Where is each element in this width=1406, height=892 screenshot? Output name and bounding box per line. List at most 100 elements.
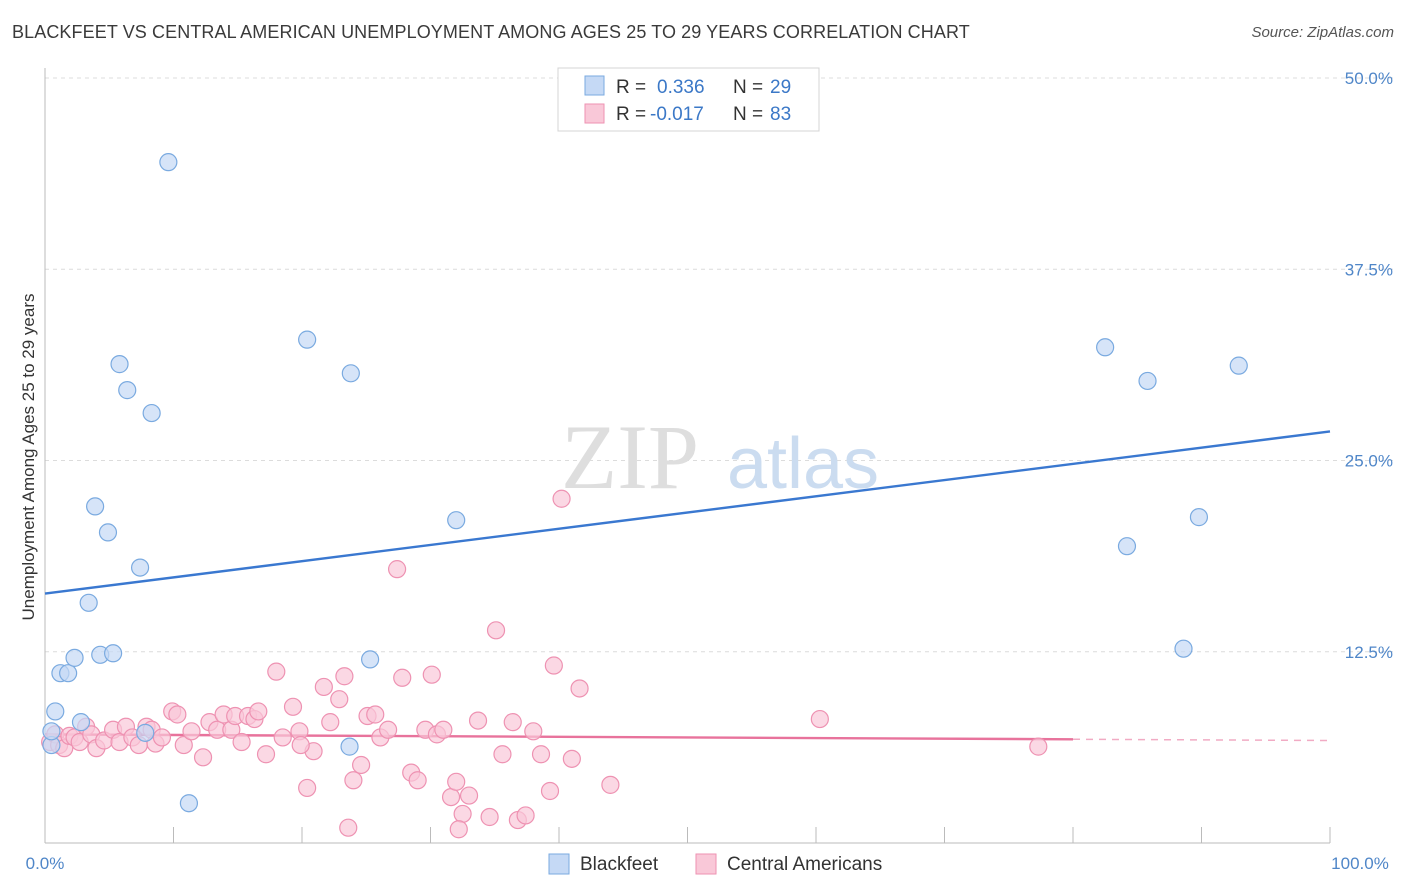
x-tick-label: 0.0%	[26, 854, 65, 873]
watermark: ZIP atlas	[561, 406, 879, 508]
blackfeet-point	[98, 523, 118, 542]
central-americans-point	[441, 787, 461, 807]
axes	[44, 68, 1331, 844]
central-americans-point	[378, 720, 398, 739]
central-americans-point	[249, 702, 268, 721]
central-americans-point	[283, 697, 303, 716]
central-americans-point	[516, 806, 535, 825]
blackfeet-point	[79, 593, 98, 612]
central-americans-point	[570, 679, 589, 698]
central-americans-point	[352, 755, 371, 775]
central-americans-point	[540, 781, 560, 801]
central-americans-point	[486, 621, 506, 640]
blackfeet-point	[1189, 508, 1209, 527]
blackfeet-point	[59, 664, 78, 683]
blackfeet-point	[46, 702, 65, 721]
watermark-zip: ZIP	[561, 406, 699, 508]
y-tick-labels: 12.5% 25.0% 37.5% 50.0%	[1345, 69, 1393, 662]
central-americans-point	[562, 749, 581, 768]
blackfeet-point	[1096, 338, 1115, 357]
data-points	[41, 153, 1248, 839]
central-americans-point	[493, 745, 512, 764]
bottom-legend-swatch-central-americans	[695, 853, 717, 875]
bottom-legend-blackfeet: Blackfeet	[580, 854, 659, 875]
x-tick-labels: 0.0% 100.0%	[26, 854, 1389, 873]
central-americans-point	[339, 818, 358, 837]
blackfeet-point	[1117, 537, 1137, 556]
central-americans-point	[447, 772, 466, 791]
central-americans-point	[321, 713, 340, 732]
legend-swatch-central-americans	[584, 103, 605, 124]
central-americans-point	[152, 728, 172, 747]
central-americans-point	[174, 735, 193, 755]
central-americans-point	[291, 735, 310, 755]
blackfeet-point	[361, 650, 380, 669]
blackfeet-trend-line	[44, 430, 1331, 595]
central-americans-point	[449, 820, 468, 839]
central-americans-point	[298, 778, 317, 798]
blackfeet-point	[65, 648, 84, 667]
central-americans-point	[544, 656, 563, 675]
blackfeet-point	[136, 723, 155, 742]
central-americans-point	[434, 720, 453, 739]
y-tick-label: 50.0%	[1345, 69, 1393, 88]
blackfeet-point	[142, 403, 161, 423]
blackfeet-point	[71, 713, 91, 732]
legend: R = 0.336 N = 29 R = -0.017 N = 83	[557, 67, 820, 132]
legend-r-label: R =	[616, 104, 646, 125]
source-label: Source: ZipAtlas.com	[1251, 24, 1394, 41]
central-americans-point	[232, 732, 251, 752]
blackfeet-point	[104, 644, 123, 663]
central-americans-point	[387, 560, 407, 579]
central-americans-point	[335, 667, 354, 686]
legend-r-value: 0.336	[657, 77, 705, 98]
central-americans-point	[408, 771, 427, 790]
y-tick-label: 37.5%	[1345, 260, 1393, 279]
blackfeet-point	[42, 722, 61, 741]
central-americans-point	[182, 722, 201, 741]
central-americans-point	[256, 745, 276, 764]
legend-r-value: -0.017	[650, 104, 704, 125]
x-tick-label: 100.0%	[1331, 854, 1389, 873]
bottom-legend-central-americans: Central Americans	[727, 854, 882, 875]
chart-title: BLACKFEET VS CENTRAL AMERICAN UNEMPLOYME…	[12, 22, 970, 42]
central-americans-point	[503, 713, 522, 732]
blackfeet-point	[340, 737, 359, 756]
legend-n-value: 83	[770, 104, 791, 125]
legend-n-label: N =	[733, 104, 763, 125]
blackfeet-point	[86, 497, 105, 516]
central-americans-point	[531, 745, 551, 764]
blackfeet-point	[159, 153, 178, 172]
legend-n-value: 29	[770, 77, 791, 98]
central-americans-point	[168, 705, 187, 724]
legend-r-label: R =	[616, 77, 646, 98]
central-americans-point	[314, 677, 333, 697]
bottom-legend-swatch-blackfeet	[548, 853, 570, 875]
central-americans-point	[552, 489, 571, 508]
central-americans-point	[422, 665, 441, 684]
central-americans-point	[468, 711, 488, 730]
central-americans-point	[273, 728, 292, 747]
blackfeet-point	[1138, 371, 1157, 391]
central-americans-point	[193, 748, 213, 767]
blackfeet-point	[179, 794, 199, 813]
central-americans-point	[330, 690, 349, 709]
blackfeet-point	[110, 355, 129, 374]
blackfeet-point	[1174, 639, 1193, 658]
blackfeet-point	[118, 381, 137, 400]
legend-n-label: N =	[733, 77, 763, 98]
central-americans-point	[453, 804, 472, 824]
gridlines	[45, 77, 1395, 653]
central-americans-point	[344, 771, 363, 790]
blackfeet-point	[341, 364, 360, 383]
blackfeet-point	[1229, 356, 1248, 375]
blackfeet-point	[130, 558, 150, 577]
central-americans-trend-line-extension	[1072, 738, 1331, 742]
central-americans-point	[480, 807, 499, 827]
central-americans-point	[524, 722, 543, 741]
bottom-legend: Blackfeet Central Americans	[548, 853, 882, 875]
blackfeet-point	[447, 511, 466, 530]
legend-swatch-blackfeet	[584, 75, 605, 96]
blackfeet-point	[298, 330, 317, 349]
